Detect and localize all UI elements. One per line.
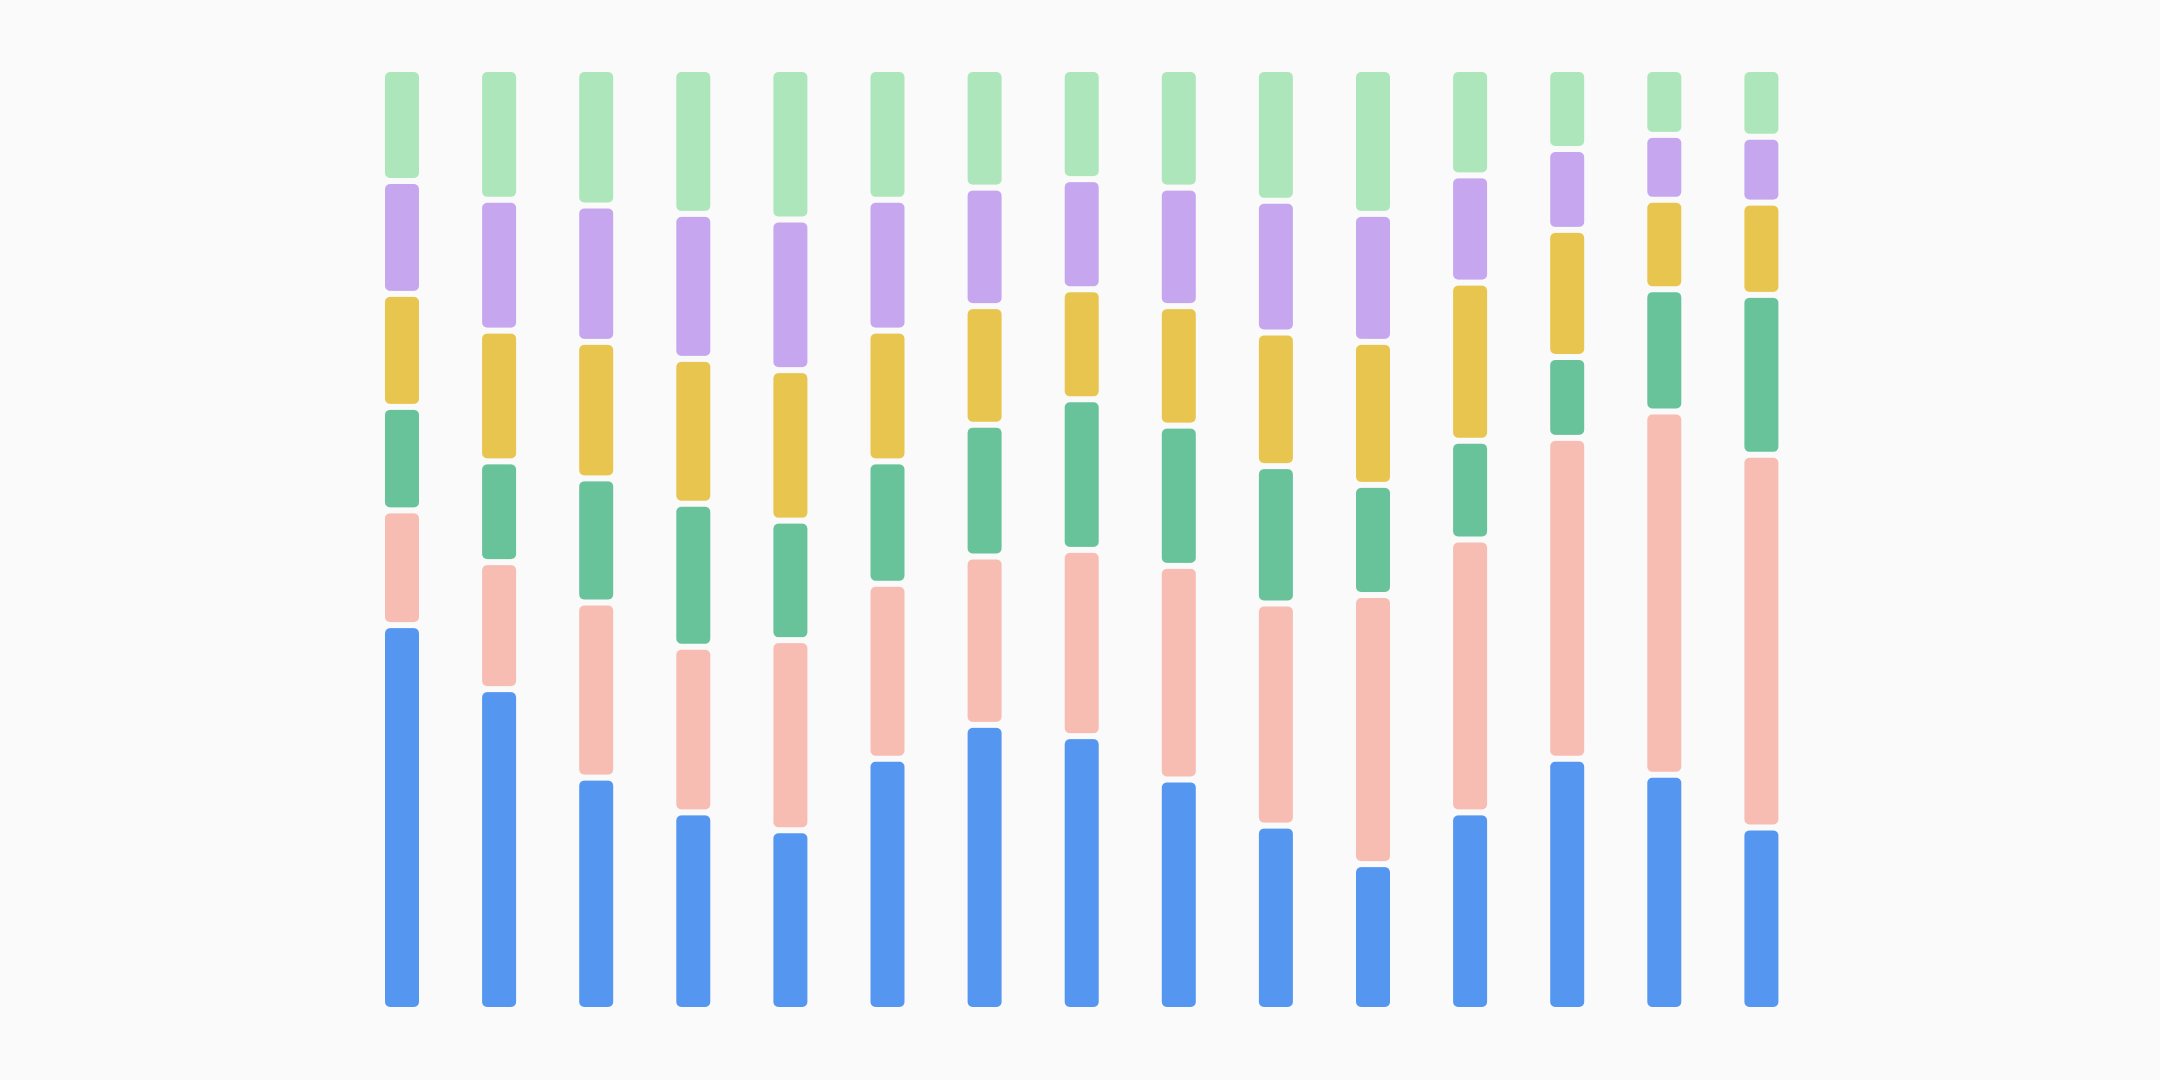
bar-segment	[967, 427, 1002, 554]
bar-segment	[1453, 542, 1488, 810]
bar-segment	[579, 208, 614, 339]
bar-segment	[1258, 606, 1293, 823]
bar-segment	[1453, 72, 1488, 173]
bar-segment	[385, 183, 419, 291]
bar-segment	[1744, 139, 1779, 200]
bar-segment	[1258, 72, 1293, 198]
bar-segment	[773, 72, 808, 217]
bar-segment	[1453, 285, 1488, 438]
bar-segment	[1064, 739, 1099, 1007]
bar-segment	[482, 692, 517, 1007]
bar-segment	[676, 506, 711, 644]
bar-segment	[870, 72, 905, 197]
bar-segment	[1161, 782, 1196, 1007]
bar-segment	[967, 309, 1002, 422]
bar-segment	[773, 222, 808, 368]
bar-segment	[385, 296, 419, 404]
bar-segment	[676, 815, 711, 1007]
bar-segment	[1744, 205, 1779, 292]
bar-segment	[773, 373, 808, 518]
bar-segment	[1356, 344, 1390, 482]
bar-segment	[579, 72, 614, 203]
bar-segment	[482, 202, 517, 328]
bar-segment	[1258, 203, 1293, 330]
bar-segment	[773, 523, 808, 638]
bar-segment	[385, 513, 419, 623]
bar-segment	[1647, 137, 1682, 197]
bar-segment	[1356, 216, 1390, 339]
bar-segment	[482, 72, 517, 197]
bar-segment	[1744, 457, 1779, 825]
bar-segment	[967, 72, 1002, 185]
bar-segment	[676, 649, 711, 810]
bar-segment	[1453, 815, 1488, 1007]
bar-segment	[1453, 443, 1488, 537]
bar-segment	[870, 464, 905, 581]
bar-segment	[1550, 359, 1585, 435]
bar-segment	[676, 216, 711, 356]
bar-segment	[579, 344, 614, 476]
bar-segment	[1647, 292, 1682, 409]
bar-segment	[1744, 830, 1779, 1007]
bar-segment	[1356, 487, 1390, 593]
bar-segment	[482, 333, 517, 459]
bar-segment	[579, 780, 614, 1007]
bar-segment	[1161, 568, 1196, 777]
bar-segment	[967, 559, 1002, 722]
bar-segment	[1744, 297, 1779, 452]
bar-segment	[1356, 72, 1390, 211]
bar-segment	[1744, 72, 1779, 134]
bar-segment	[1064, 552, 1099, 734]
bar-segment	[1550, 232, 1585, 354]
bar-segment	[870, 333, 905, 459]
bar-segment	[1453, 178, 1488, 280]
bar-segment	[870, 761, 905, 1007]
bar-segment	[1258, 469, 1293, 601]
bar-segment	[1258, 335, 1293, 464]
bar-segment	[1258, 828, 1293, 1007]
bar-segment	[1550, 761, 1585, 1007]
bar-segment	[1064, 402, 1099, 547]
bar-segment	[1647, 414, 1682, 772]
bar-segment	[967, 727, 1002, 1007]
bar-segment	[482, 565, 517, 687]
bar-segment	[1064, 72, 1099, 177]
bar-segment	[870, 202, 905, 328]
bar-segment	[870, 586, 905, 756]
bar-segment	[385, 409, 419, 508]
bar-segment	[1647, 72, 1682, 132]
bar-segment	[676, 72, 711, 211]
bar-segment	[1161, 309, 1196, 423]
bar-segment	[1161, 190, 1196, 304]
bar-segment	[385, 72, 419, 178]
bar-segment	[1550, 72, 1585, 146]
bar-segment	[385, 628, 419, 1007]
bar-segment	[773, 833, 808, 1007]
bar-segment	[1356, 598, 1390, 862]
bar-segment	[1064, 182, 1099, 287]
bar-segment	[967, 190, 1002, 304]
bar-segment	[1161, 72, 1196, 185]
bar-segment	[1647, 777, 1682, 1007]
bar-segment	[1356, 867, 1390, 1007]
bar-segment	[579, 481, 614, 600]
bar-segment	[1647, 202, 1682, 287]
bar-segment	[676, 361, 711, 501]
bar-segment	[1550, 151, 1585, 227]
bar-segment	[1161, 428, 1196, 563]
bar-segment	[482, 464, 517, 560]
bar-segment	[1064, 292, 1099, 397]
bar-segment	[579, 605, 614, 775]
bar-segment	[773, 643, 808, 828]
bar-segment	[1550, 440, 1585, 756]
